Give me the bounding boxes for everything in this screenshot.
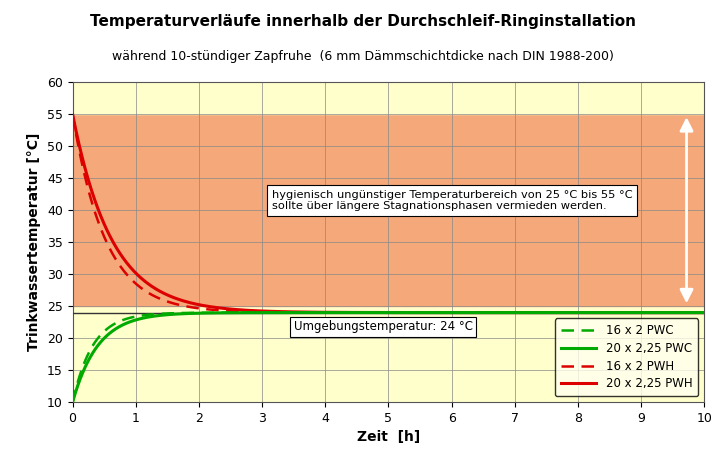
Text: Temperaturverläufe innerhalb der Durchschleif-Ringinstallation: Temperaturverläufe innerhalb der Durchsc… <box>90 14 636 29</box>
Y-axis label: Trinkwassertemperatur [°C]: Trinkwassertemperatur [°C] <box>28 133 41 351</box>
Text: hygienisch ungünstiger Temperaturbereich von 25 °C bis 55 °C
sollte über längere: hygienisch ungünstiger Temperaturbereich… <box>272 190 632 212</box>
Bar <box>73 306 704 402</box>
Text: während 10-stündiger Zapfruhe  (6 mm Dämmschichtdicke nach DIN 1988-200): während 10-stündiger Zapfruhe (6 mm Dämm… <box>112 50 614 63</box>
Bar <box>73 114 704 306</box>
Bar <box>73 82 704 114</box>
X-axis label: Zeit  [h]: Zeit [h] <box>356 430 420 445</box>
Legend: 16 x 2 PWC, 20 x 2,25 PWC, 16 x 2 PWH, 20 x 2,25 PWH: 16 x 2 PWC, 20 x 2,25 PWC, 16 x 2 PWH, 2… <box>555 318 698 396</box>
Text: Umgebungstemperatur: 24 °C: Umgebungstemperatur: 24 °C <box>293 320 473 333</box>
